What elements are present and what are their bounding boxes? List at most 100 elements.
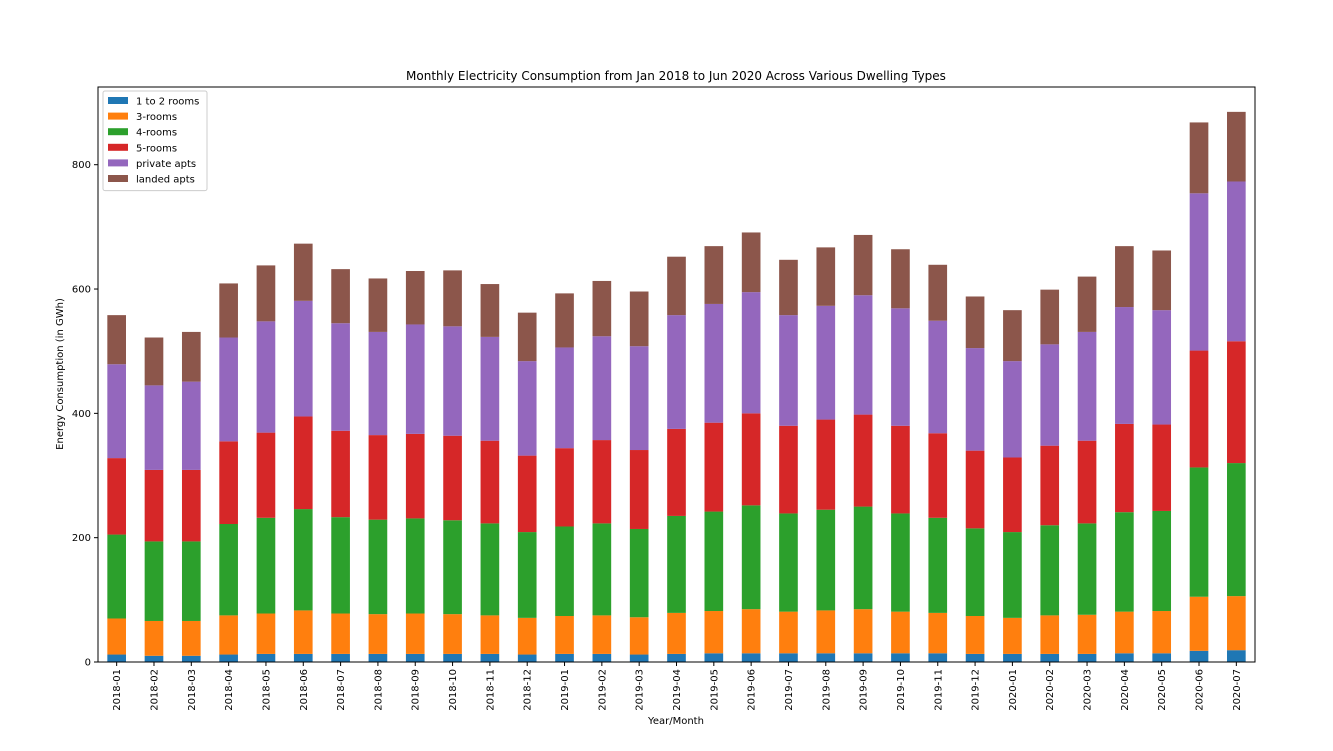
bar-segment xyxy=(256,265,276,322)
bar-segment xyxy=(928,433,948,518)
bar-segment xyxy=(816,247,836,306)
bar-segment xyxy=(704,611,724,654)
bar-segment xyxy=(331,269,350,324)
bar-segment xyxy=(480,336,500,441)
bar-segment xyxy=(629,617,649,655)
x-tick-label: 2019-12 xyxy=(971,669,982,711)
bar-segment xyxy=(629,450,649,529)
bar-segment xyxy=(443,520,462,615)
bar-segment xyxy=(928,264,948,321)
bar-segment xyxy=(219,283,238,338)
bar-segment xyxy=(1115,423,1134,513)
bar-segment xyxy=(517,361,537,456)
bar-segment xyxy=(891,308,910,426)
x-tick-label: 2019-06 xyxy=(747,669,758,711)
bar-segment xyxy=(1040,525,1060,616)
x-tick-label: 2020-01 xyxy=(1008,669,1019,711)
bar-segment xyxy=(1040,653,1060,662)
bar-segment xyxy=(555,347,574,449)
bar-segment xyxy=(1003,457,1022,533)
bar-segment xyxy=(219,441,238,524)
bar-segment xyxy=(1189,650,1209,662)
bar-segment xyxy=(779,315,798,426)
y-axis-label: Energy Consumption (in GWh) xyxy=(55,298,66,450)
legend-swatch xyxy=(108,128,128,136)
bar-segment xyxy=(965,450,985,529)
bar-segment xyxy=(965,616,985,654)
bar-segment xyxy=(1003,617,1022,654)
legend-swatch xyxy=(108,159,128,167)
bar-segment xyxy=(891,249,910,309)
bar-segment xyxy=(741,505,761,610)
x-tick-label: 2019-02 xyxy=(597,669,608,711)
bar-segment xyxy=(107,364,126,459)
bar-segment xyxy=(667,515,686,613)
bar-segment xyxy=(405,271,425,325)
bar-segment xyxy=(741,609,761,654)
bar-segment xyxy=(816,509,836,611)
bar-segment xyxy=(816,305,836,420)
y-tick-label: 0 xyxy=(85,658,91,669)
x-tick-label: 2020-07 xyxy=(1232,669,1243,711)
bar-segment xyxy=(1077,276,1097,332)
bar-segment xyxy=(1115,653,1134,662)
bar-segment xyxy=(107,458,126,535)
bar-segment xyxy=(517,532,537,618)
bar-segment xyxy=(1115,512,1134,612)
bar-segment xyxy=(1189,596,1209,651)
bar-segment xyxy=(1227,111,1246,182)
bar-segment xyxy=(592,615,612,654)
x-tick-label: 2020-05 xyxy=(1157,669,1168,711)
x-tick-label: 2019-03 xyxy=(635,669,646,711)
bar-segment xyxy=(181,620,201,656)
bar-segment xyxy=(1189,350,1209,468)
y-tick-label: 400 xyxy=(72,409,91,420)
bar-segment xyxy=(293,416,313,510)
x-tick-label: 2018-06 xyxy=(299,669,310,711)
legend-swatch xyxy=(108,112,128,120)
bar-segment xyxy=(480,653,500,662)
legend-swatch xyxy=(108,175,128,182)
bar-segment xyxy=(331,517,350,614)
bar-segment xyxy=(704,511,724,612)
bars-group xyxy=(107,111,1246,662)
bar-segment xyxy=(853,414,873,507)
bar-segment xyxy=(1115,307,1134,424)
legend-label: 4-rooms xyxy=(136,128,177,139)
x-tick-label: 2020-06 xyxy=(1195,669,1206,711)
legend: 1 to 2 rooms 3-rooms 4-rooms 5-rooms private… xyxy=(102,90,208,192)
bar-segment xyxy=(1152,250,1172,311)
bar-segment xyxy=(629,346,649,451)
bar-segment xyxy=(368,614,388,654)
x-tick-label: 2018-07 xyxy=(336,669,347,711)
bar-segment xyxy=(331,613,350,654)
bar-segment xyxy=(1152,424,1172,511)
bar-segment xyxy=(1040,344,1060,446)
bar-segment xyxy=(1115,246,1134,308)
bar-segment xyxy=(368,331,388,436)
bar-segment xyxy=(293,509,313,611)
bar-segment xyxy=(816,653,836,662)
y-tick-label: 800 xyxy=(72,160,91,171)
bar-segment xyxy=(517,455,537,533)
bar-segment xyxy=(256,321,276,433)
x-tick-label: 2019-04 xyxy=(672,669,683,711)
bar-segment xyxy=(293,653,313,662)
bar-segment xyxy=(853,234,873,296)
bar-segment xyxy=(368,653,388,662)
bar-segment xyxy=(1040,289,1060,345)
x-tick-label: 2019-11 xyxy=(933,669,944,711)
bar-segment xyxy=(1077,440,1097,524)
chart-title: Monthly Electricity Consumption from Jan… xyxy=(406,69,946,83)
bar-segment xyxy=(555,653,574,662)
bar-segment xyxy=(107,618,126,655)
bar-segment xyxy=(853,295,873,415)
bar-segment xyxy=(1227,596,1246,651)
bar-segment xyxy=(704,422,724,512)
bar-segment xyxy=(629,654,649,662)
bar-segment xyxy=(555,526,574,616)
bar-segment xyxy=(891,611,910,654)
bar-segment xyxy=(1227,341,1246,464)
legend-label: private apts xyxy=(136,159,196,170)
bar-segment xyxy=(555,448,574,527)
